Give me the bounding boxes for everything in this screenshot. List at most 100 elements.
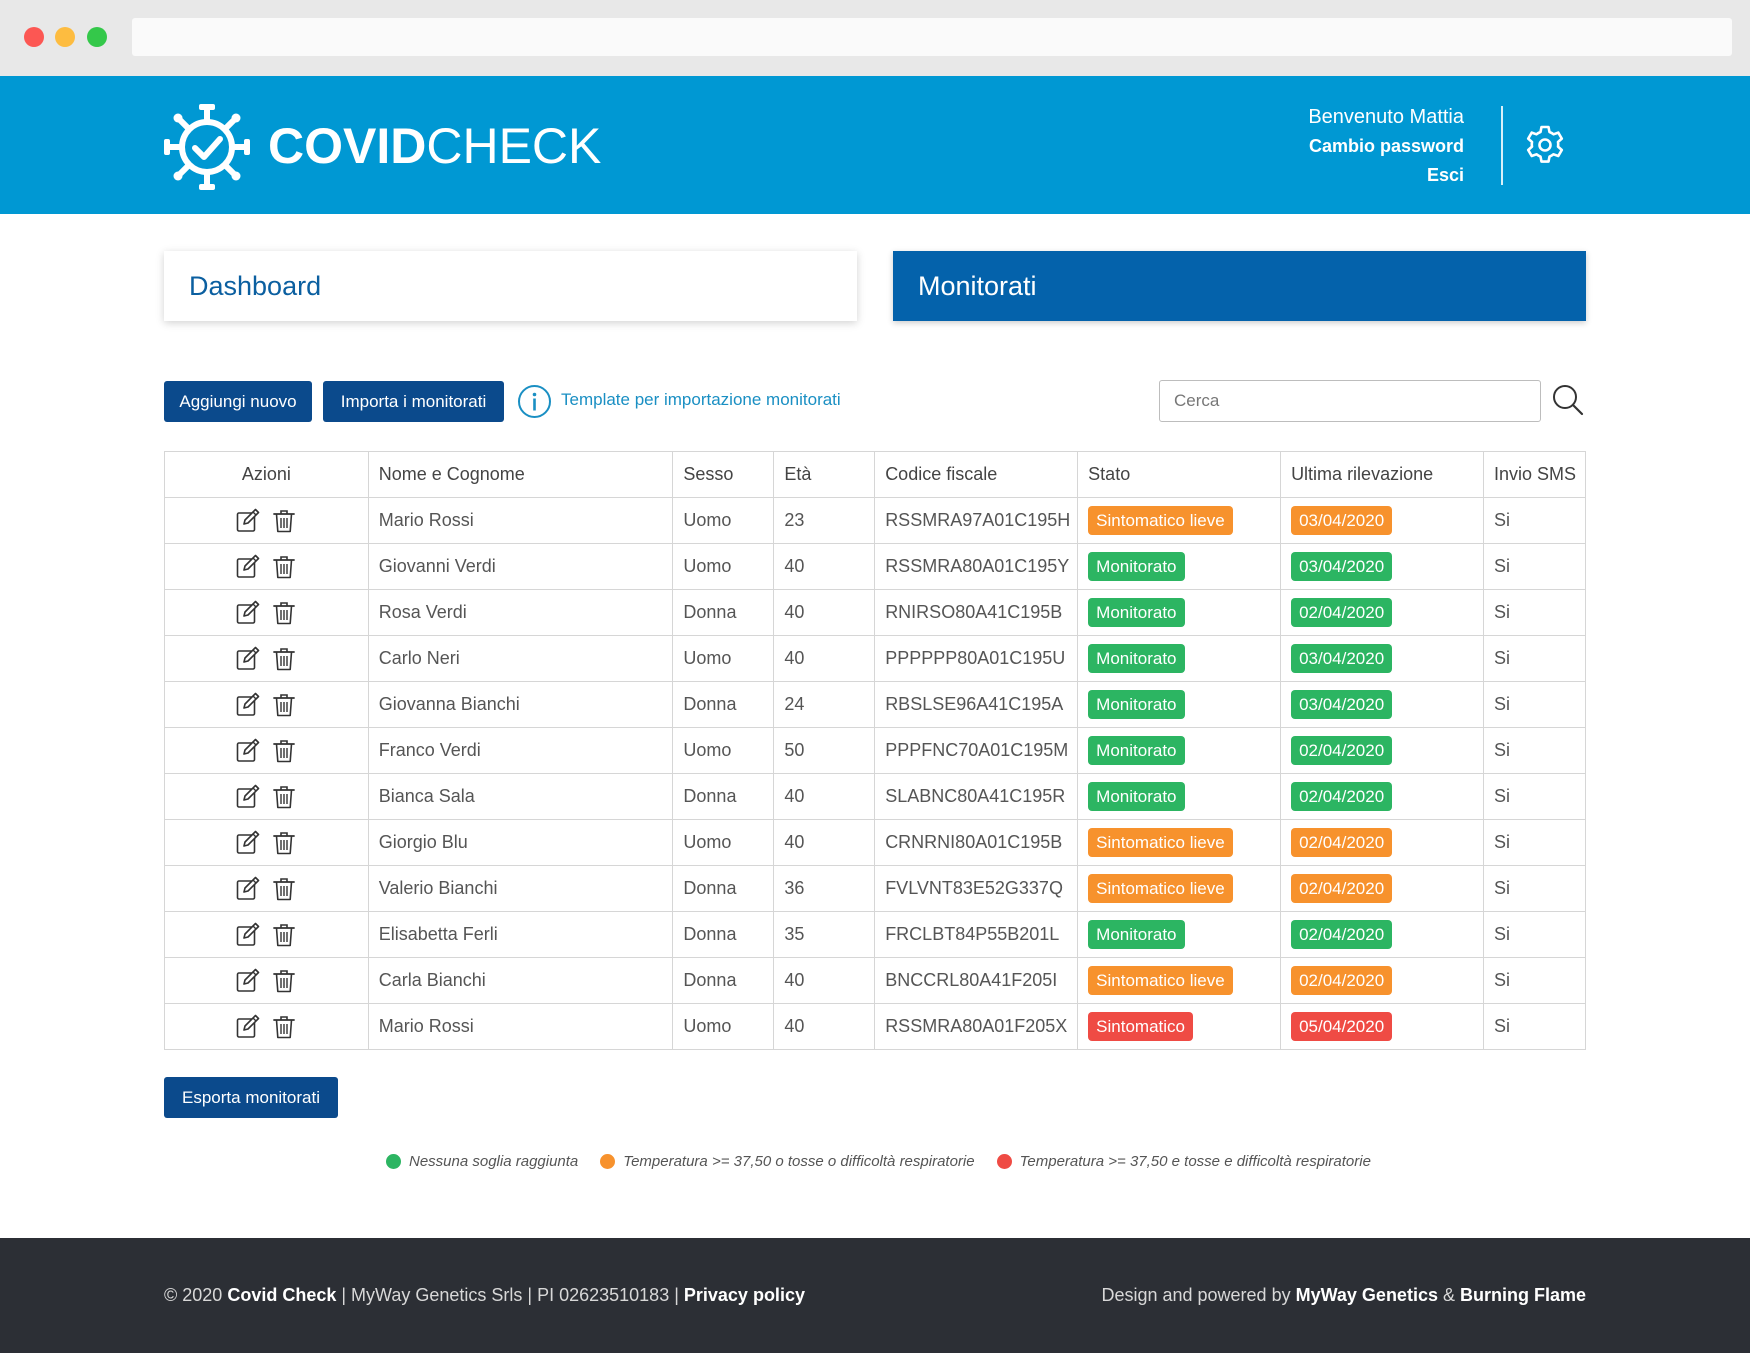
column-header-name[interactable]: Nome e Cognome (367, 451, 674, 498)
edit-icon[interactable] (235, 508, 261, 534)
search-input[interactable] (1159, 380, 1541, 422)
status-badge: Monitorato (1088, 598, 1185, 627)
gear-icon[interactable] (1524, 124, 1566, 166)
edit-icon[interactable] (235, 554, 261, 580)
dashboard-card[interactable]: Dashboard (164, 251, 857, 321)
column-header-last-reading[interactable]: Ultima rilevazione (1280, 451, 1484, 498)
cell-last-reading: 05/04/2020 (1280, 1003, 1484, 1050)
cell-sex: Donna (672, 773, 775, 820)
info-icon[interactable] (517, 384, 552, 419)
legend-item: Temperatura >= 37,50 o tosse o difficolt… (600, 1153, 975, 1170)
legend-dot-orange (600, 1154, 616, 1169)
cell-status: Sintomatico lieve (1077, 497, 1282, 544)
column-header-sex[interactable]: Sesso (672, 451, 775, 498)
status-badge: Sintomatico lieve (1088, 506, 1233, 535)
date-badge: 02/04/2020 (1291, 828, 1393, 857)
table-row: Elisabetta Ferli Donna 35 FRCLBT84P55B201L M… (164, 911, 1587, 958)
export-monitored-button[interactable]: Esporta monitorati (164, 1077, 338, 1118)
cell-sex: Donna (672, 589, 775, 636)
edit-icon[interactable] (235, 692, 261, 718)
window-maximize-dot[interactable] (87, 27, 107, 47)
window-minimize-dot[interactable] (55, 27, 75, 47)
import-monitored-button[interactable]: Importa i monitorati (323, 381, 504, 422)
column-header-status[interactable]: Stato (1077, 451, 1282, 498)
cell-fiscal-code: BNCCRL80A41F205I (874, 957, 1079, 1004)
table-row: Carla Bianchi Donna 40 BNCCRL80A41F205I Sint… (164, 957, 1587, 1004)
edit-icon[interactable] (235, 600, 261, 626)
status-badge: Sintomatico lieve (1088, 966, 1233, 995)
cell-status: Monitorato (1077, 635, 1282, 682)
cell-sms: Si (1482, 635, 1587, 682)
cell-name: Giorgio Blu (367, 819, 674, 866)
cell-sms: Si (1482, 681, 1587, 728)
date-badge: 02/04/2020 (1291, 966, 1393, 995)
trash-icon[interactable] (271, 600, 297, 626)
status-badge: Sintomatico lieve (1088, 874, 1233, 903)
cell-age: 24 (773, 681, 876, 728)
cell-status: Monitorato (1077, 773, 1282, 820)
trash-icon[interactable] (271, 508, 297, 534)
trash-icon[interactable] (271, 784, 297, 810)
cell-last-reading: 03/04/2020 (1280, 497, 1484, 544)
row-actions (164, 957, 369, 1004)
edit-icon[interactable] (235, 738, 261, 764)
column-header-sms[interactable]: Invio SMS (1482, 451, 1587, 498)
cell-name: Carlo Neri (367, 635, 674, 682)
column-header-age[interactable]: Età (773, 451, 876, 498)
edit-icon[interactable] (235, 830, 261, 856)
date-badge: 03/04/2020 (1291, 506, 1393, 535)
date-badge: 02/04/2020 (1291, 598, 1393, 627)
trash-icon[interactable] (271, 738, 297, 764)
trash-icon[interactable] (271, 830, 297, 856)
cell-sms: Si (1482, 543, 1587, 590)
cell-status: Sintomatico lieve (1077, 865, 1282, 912)
cell-name: Giovanni Verdi (367, 543, 674, 590)
window-close-dot[interactable] (24, 27, 44, 47)
row-actions (164, 497, 369, 544)
trash-icon[interactable] (271, 1014, 297, 1040)
date-badge: 02/04/2020 (1291, 920, 1393, 949)
legend-label: Temperatura >= 37,50 e tosse e difficolt… (1019, 1153, 1371, 1170)
status-badge: Sintomatico (1088, 1012, 1193, 1041)
credit-burning-flame-link[interactable]: Burning Flame (1459, 1285, 1586, 1305)
edit-icon[interactable] (235, 646, 261, 672)
trash-icon[interactable] (271, 692, 297, 718)
header-divider (1501, 106, 1503, 185)
date-badge: 05/04/2020 (1291, 1012, 1393, 1041)
column-header-fiscal-code[interactable]: Codice fiscale (874, 451, 1079, 498)
add-new-button[interactable]: Aggiungi nuovo (164, 381, 312, 422)
cell-fiscal-code: FVLVNT83E52G337Q (874, 865, 1079, 912)
edit-icon[interactable] (235, 922, 261, 948)
trash-icon[interactable] (271, 646, 297, 672)
cell-age: 40 (773, 819, 876, 866)
import-template-link[interactable]: Template per importazione monitorati (561, 390, 841, 409)
edit-icon[interactable] (235, 968, 261, 994)
cell-name: Giovanna Bianchi (367, 681, 674, 728)
table-row: Giorgio Blu Uomo 40 CRNRNI80A01C195B Sintoma… (164, 819, 1587, 866)
edit-icon[interactable] (235, 784, 261, 810)
monitorati-card[interactable]: Monitorati (893, 251, 1586, 321)
logout-link[interactable]: Esci (1426, 165, 1464, 185)
welcome-text: Benvenuto Mattia (1308, 106, 1464, 128)
trash-icon[interactable] (271, 968, 297, 994)
trash-icon[interactable] (271, 922, 297, 948)
cell-fiscal-code: PPPFNC70A01C195M (874, 727, 1079, 774)
credit-myway-link[interactable]: MyWay Genetics (1295, 1285, 1438, 1305)
cell-sms: Si (1482, 819, 1587, 866)
row-actions (164, 865, 369, 912)
change-password-link[interactable]: Cambio password (1308, 136, 1464, 156)
cell-age: 35 (773, 911, 876, 958)
search-icon[interactable] (1551, 383, 1585, 417)
table-row: Franco Verdi Uomo 50 PPPFNC70A01C195M Monito… (164, 727, 1587, 774)
cell-sms: Si (1482, 589, 1587, 636)
cell-sms: Si (1482, 911, 1587, 958)
cell-sex: Uomo (672, 727, 775, 774)
edit-icon[interactable] (235, 1014, 261, 1040)
row-actions (164, 589, 369, 636)
trash-icon[interactable] (271, 554, 297, 580)
edit-icon[interactable] (235, 876, 261, 902)
privacy-policy-link[interactable]: Privacy policy (683, 1285, 805, 1305)
address-bar[interactable] (132, 18, 1732, 56)
cell-last-reading: 02/04/2020 (1280, 727, 1484, 774)
trash-icon[interactable] (271, 876, 297, 902)
